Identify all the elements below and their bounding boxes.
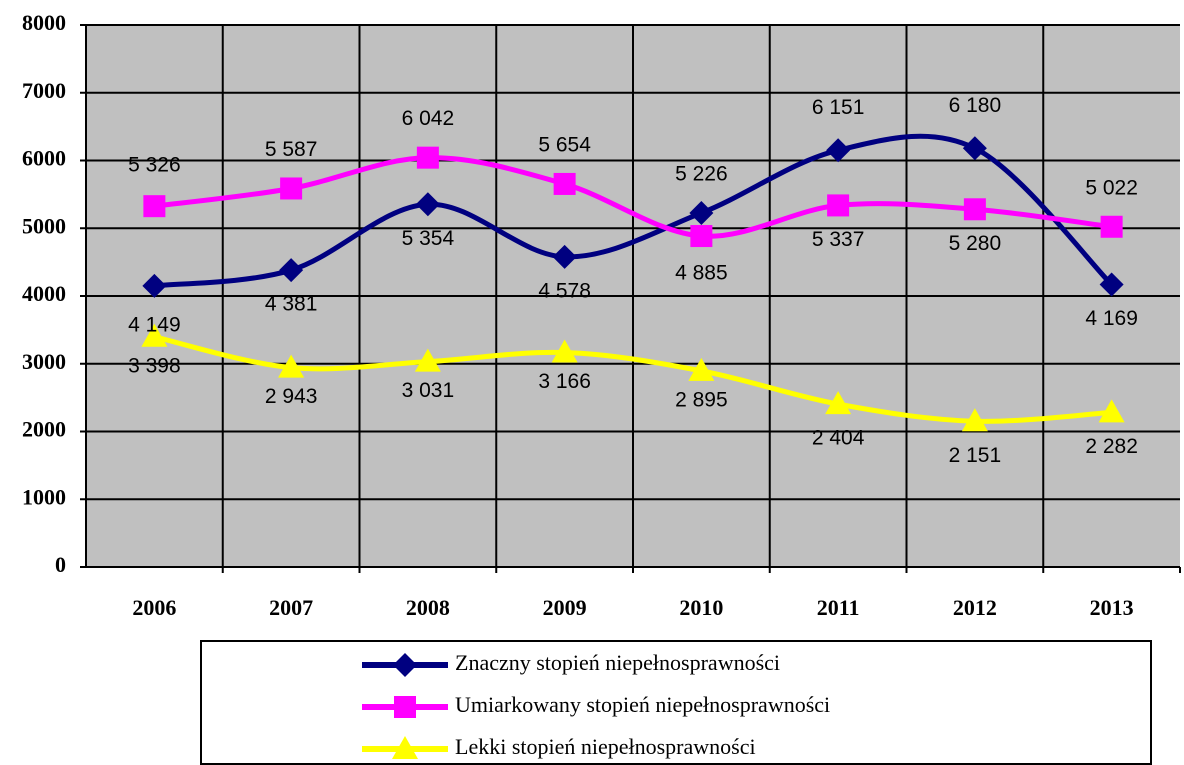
y-tick-label: 4000	[22, 281, 66, 306]
data-point	[690, 225, 713, 248]
legend-box	[200, 640, 1152, 765]
data-label: 3 031	[402, 379, 455, 402]
y-tick-label: 6000	[22, 146, 66, 171]
data-point	[552, 244, 577, 269]
data-label: 3 166	[538, 370, 591, 393]
data-point	[278, 354, 305, 378]
data-point	[688, 357, 715, 381]
data-label: 2 404	[812, 427, 865, 450]
data-point	[825, 391, 852, 415]
data-label: 5 326	[128, 154, 181, 177]
data-label: 5 337	[812, 228, 865, 251]
legend-label: Lekki stopień niepełnosprawności	[455, 734, 756, 759]
data-label: 5 354	[402, 227, 455, 250]
data-point	[143, 195, 166, 218]
legend-label: Umiarkowany stopień niepełnosprawności	[455, 692, 830, 717]
data-label: 6 180	[949, 94, 1002, 117]
data-point	[414, 348, 441, 372]
data-point	[961, 408, 988, 432]
x-tick-label: 2006	[132, 595, 176, 620]
data-point	[1098, 399, 1125, 423]
data-point	[826, 138, 851, 163]
y-tick-label: 0	[55, 552, 66, 577]
legend-marker	[393, 653, 417, 677]
series-line	[154, 155, 1112, 239]
data-point	[279, 258, 304, 283]
data-label: 5 022	[1085, 176, 1138, 199]
y-tick-label: 8000	[22, 10, 66, 35]
data-label: 6 151	[812, 96, 865, 119]
data-point	[416, 146, 439, 169]
data-label: 6 042	[402, 107, 455, 130]
data-label: 5 280	[949, 232, 1002, 255]
data-label: 2 282	[1085, 435, 1138, 458]
data-point	[551, 339, 578, 363]
x-tick-label: 2010	[679, 595, 723, 620]
x-tick-label: 2009	[543, 595, 587, 620]
y-tick-label: 3000	[22, 349, 66, 374]
legend-marker	[392, 736, 418, 759]
data-point	[415, 192, 440, 217]
data-point	[963, 198, 986, 221]
data-point	[141, 323, 168, 347]
data-point	[962, 136, 987, 161]
data-label: 2 943	[265, 385, 318, 408]
data-label: 4 381	[265, 293, 318, 316]
data-point	[142, 273, 167, 298]
y-tick-label: 7000	[22, 78, 66, 103]
x-tick-label: 2012	[953, 595, 997, 620]
data-label: 3 398	[128, 354, 181, 377]
x-tick-label: 2013	[1090, 595, 1134, 620]
series-line	[153, 334, 1112, 424]
y-tick-label: 5000	[22, 213, 66, 238]
y-tick-label: 2000	[22, 417, 66, 442]
data-label: 4 885	[675, 262, 728, 285]
data-point	[1099, 272, 1124, 297]
y-tick-label: 1000	[22, 484, 66, 509]
data-point	[1100, 215, 1123, 238]
data-point	[689, 200, 714, 225]
x-tick-label: 2007	[269, 595, 313, 620]
data-label: 2 151	[949, 444, 1002, 467]
data-point	[280, 177, 303, 200]
data-point	[827, 194, 850, 217]
legend-marker	[394, 696, 416, 718]
data-label: 4 149	[128, 313, 181, 336]
data-point	[553, 172, 576, 195]
data-label: 2 895	[675, 388, 728, 411]
legend-label: Znaczny stopień niepełnosprawności	[455, 650, 780, 675]
data-label: 5 587	[265, 138, 318, 161]
data-label: 4 578	[538, 279, 591, 302]
data-label: 5 654	[538, 133, 591, 156]
x-tick-label: 2008	[406, 595, 450, 620]
x-tick-label: 2011	[817, 595, 860, 620]
data-label: 5 226	[675, 162, 728, 185]
data-label: 4 169	[1085, 307, 1138, 330]
